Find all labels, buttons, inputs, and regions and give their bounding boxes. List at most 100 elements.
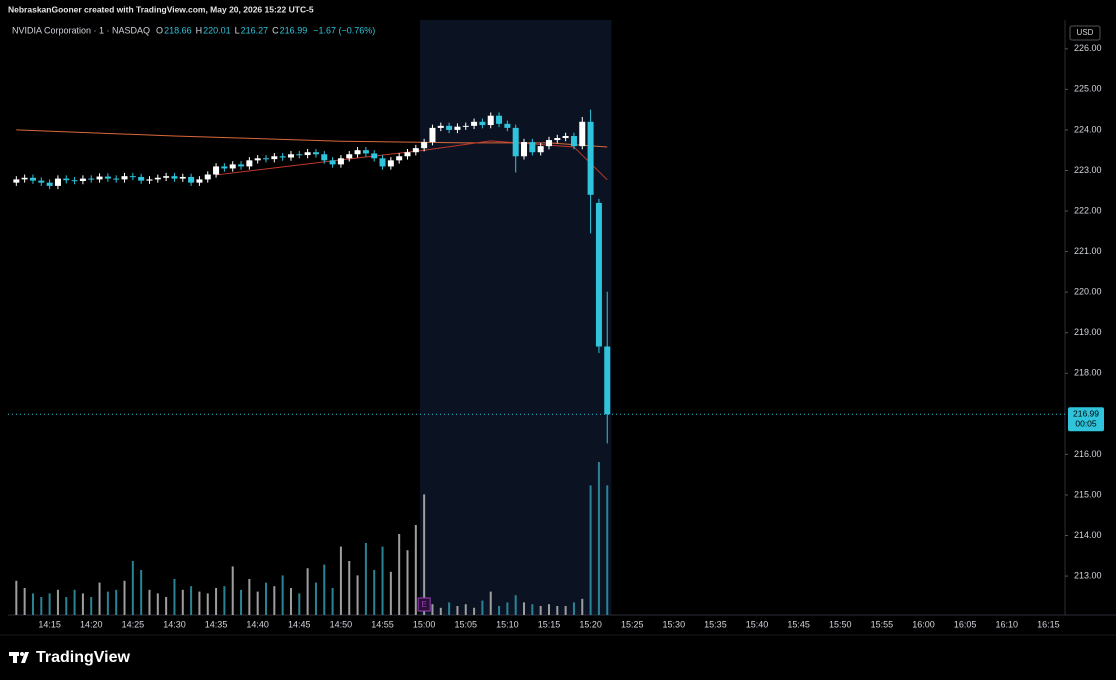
volume-bar [131,561,134,615]
volume-bar [323,564,326,615]
volume-bar [48,593,51,615]
x-tick-label: 14:25 [122,619,145,629]
volume-bar [298,593,301,615]
x-tick-label: 15:40 [746,619,769,629]
candle-body [371,153,378,159]
candle-body [229,164,236,169]
candle-body [221,166,228,169]
volume-bar [31,593,34,615]
candle-body [154,177,161,180]
candle-body [238,164,245,167]
volume-bar [81,593,84,615]
candle-body [471,121,478,126]
candle-body [537,146,544,153]
candle-body [321,154,328,161]
candle-body [46,182,53,186]
candle-body [346,154,353,159]
candle-body [96,176,103,180]
volume-bar [431,604,434,615]
last-price-label: 216.99 [1073,408,1099,418]
candle-body [63,178,70,181]
volume-bar [115,589,118,615]
candle-body [421,142,428,149]
volume-bar [314,582,317,615]
volume-bar [190,586,193,615]
candle-body [562,135,569,139]
candle-body [163,176,170,178]
volume-bar [148,589,151,615]
x-tick-label: 15:45 [787,619,810,629]
y-tick-label: 225.00 [1074,84,1102,94]
volume-bar [106,591,109,615]
candle-body [329,160,336,165]
volume-bar [306,568,309,615]
candle-body [279,156,286,158]
x-tick-label: 14:45 [288,619,311,629]
volume-bar [181,589,184,615]
candle-body [554,138,561,141]
candle-body [521,142,528,157]
candle-body [113,178,120,180]
candle-body [604,346,611,415]
volume-bar [589,485,592,615]
x-tick-label: 15:30 [663,619,686,629]
ohlc-label: H [196,25,203,35]
y-tick-label: 222.00 [1074,205,1102,215]
volume-bar [481,600,484,615]
candle-body [79,178,86,182]
x-tick-label: 16:05 [954,619,977,629]
volume-bar [556,606,559,615]
symbol-legend: NVIDIA Corporation · 1 · NASDAQ [12,25,150,35]
candle-body [354,150,361,155]
candle-body [595,202,602,347]
candle-body [204,174,211,180]
candle-body [271,156,278,160]
volume-bar [15,580,18,615]
candle-body [254,158,261,161]
x-tick-label: 14:30 [163,619,186,629]
header: NebraskanGooner created with TradingView… [8,4,314,14]
volume-bar [281,575,284,615]
candle-body [587,121,594,195]
x-tick-label: 15:35 [704,619,727,629]
x-tick-label: 14:50 [330,619,353,629]
volume-bar [56,589,59,615]
y-tick-label: 221.00 [1074,246,1102,256]
candle-body [121,176,128,180]
volume-bar [547,604,550,615]
x-tick-label: 15:50 [829,619,852,629]
candle-body [454,126,461,130]
volume-bar [265,582,268,615]
volume-bar [123,580,126,615]
volume-bar [40,597,43,615]
volume-bar [381,546,384,615]
volume-bar [339,546,342,615]
candle-body [479,121,486,126]
volume-bar [572,602,575,615]
volume-bar [389,571,392,615]
change-legend: −1.67 (−0.76%) [313,25,375,35]
session-highlight [419,20,612,615]
candle-body [104,176,111,179]
candle-body [496,115,503,124]
candle-body [54,178,61,186]
volume-bar [140,570,143,615]
candle-body [13,179,20,183]
volume-bar [256,591,259,615]
candle-body [387,160,394,167]
x-tick-label: 15:10 [496,619,519,629]
volume-bar [423,494,426,615]
candle-body [512,127,519,157]
volume-bar [581,598,584,615]
candle-body [88,178,95,180]
candle-body [71,180,78,182]
volume-bar [439,607,442,615]
ohlc-label: C [272,25,279,35]
candle-body [337,158,344,165]
candle-body [545,140,552,147]
candle-body [38,180,45,183]
candle-body [29,177,36,181]
candle-body [246,160,253,167]
candle-body [396,156,403,161]
